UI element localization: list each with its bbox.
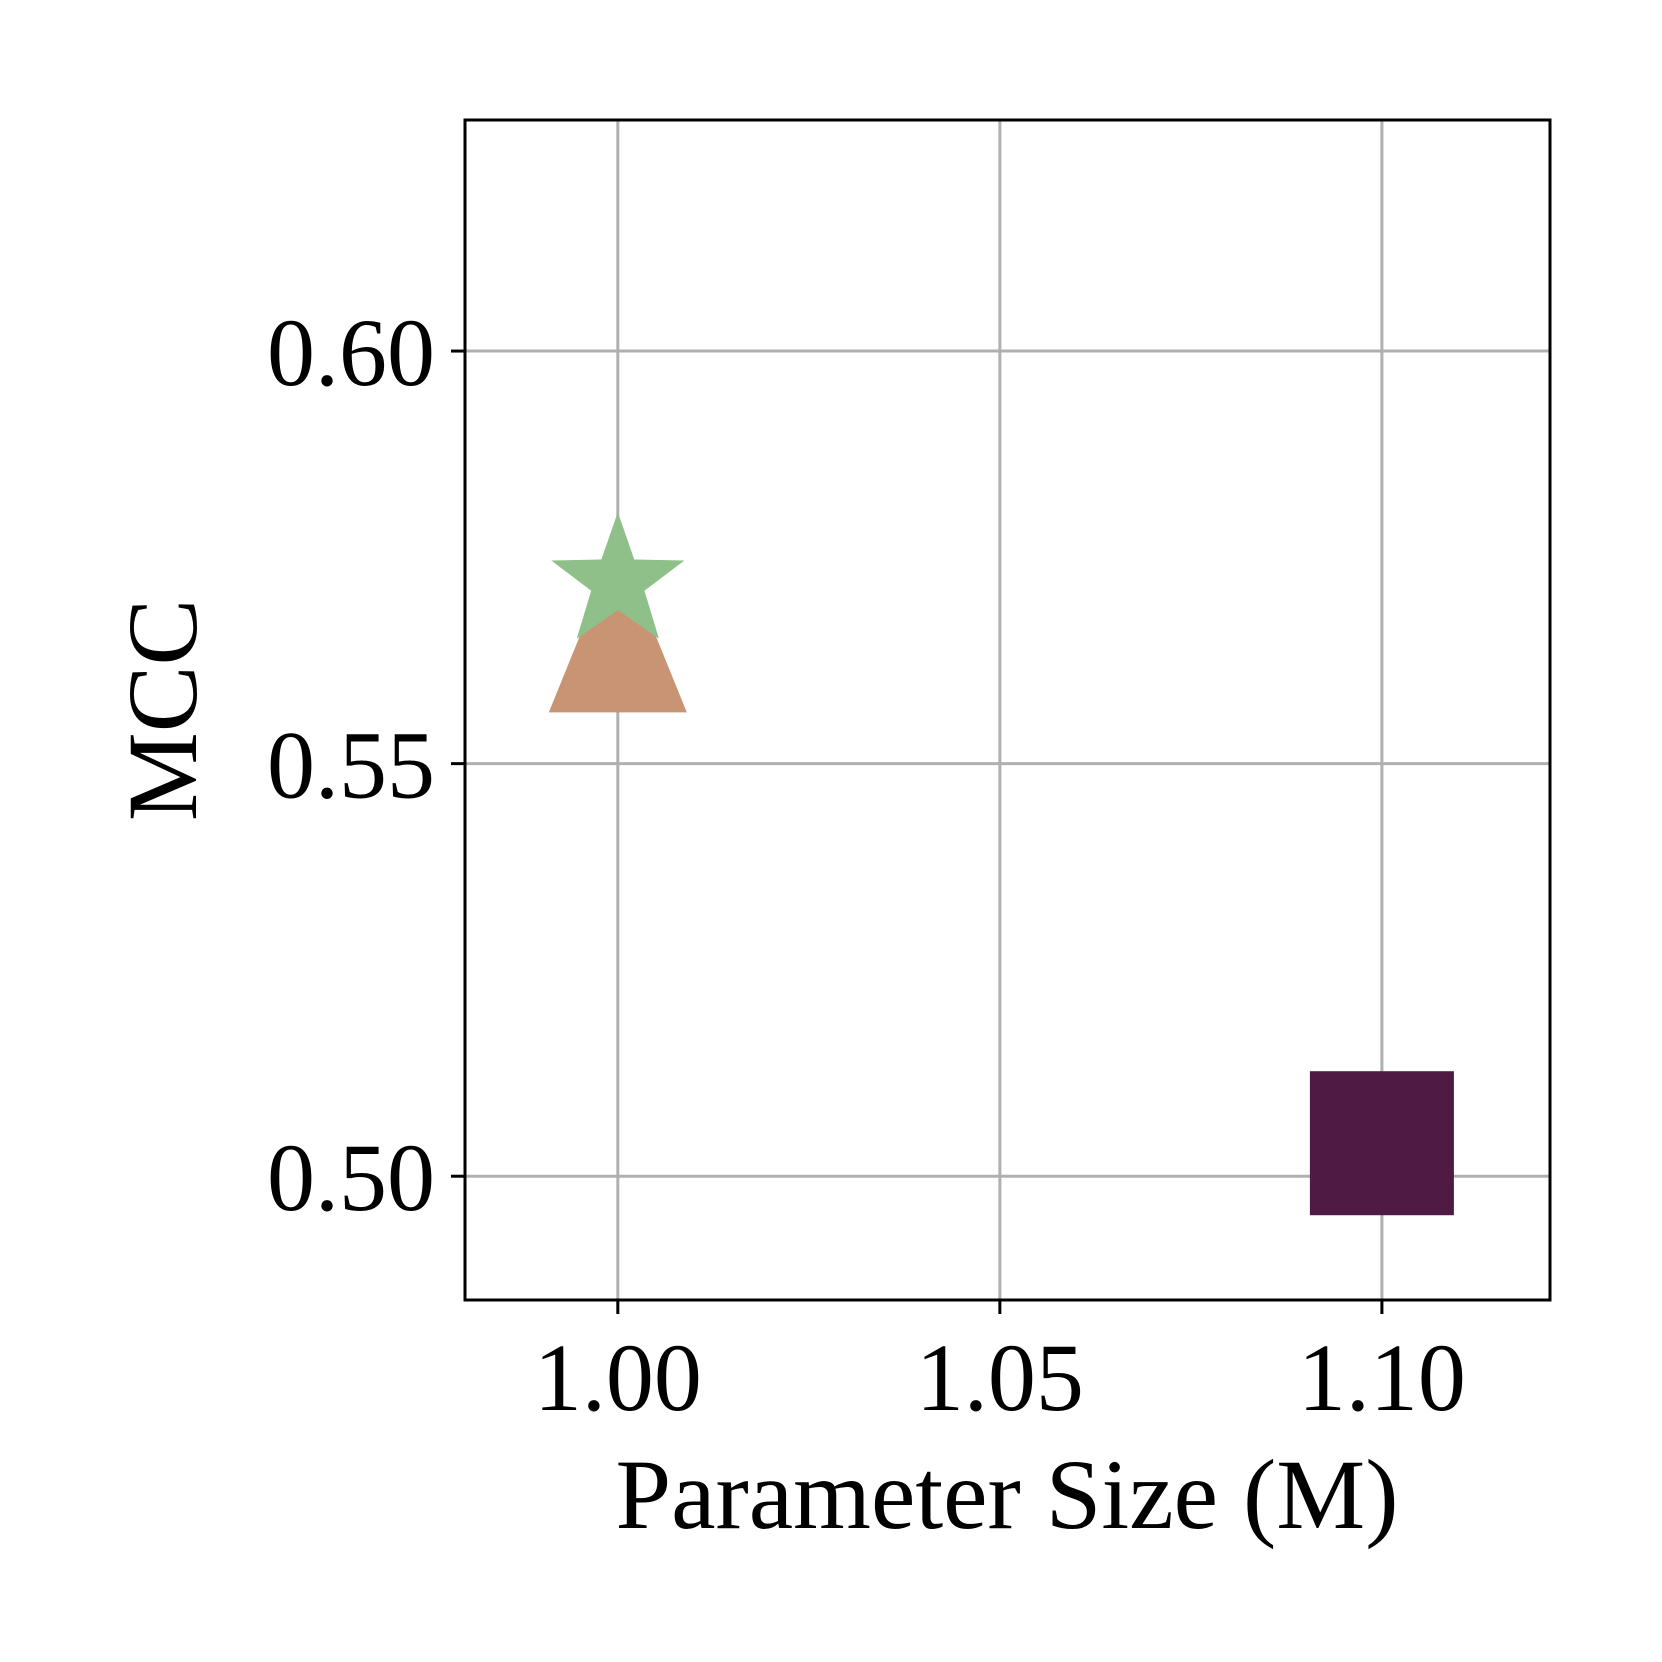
square-marker: [1309, 1071, 1454, 1216]
y-tick-label: 0.50: [267, 1124, 435, 1231]
grid: [465, 120, 1550, 1300]
x-tick-label: 1.10: [1298, 1324, 1466, 1431]
axis-ticks: 1.00 1.05 1.10 0.50 0.55 0.60: [267, 299, 1466, 1431]
plot-frame: [463, 118, 1552, 1302]
star-marker: [551, 512, 685, 639]
y-axis-label: MCC: [107, 599, 218, 821]
triangle-marker: [548, 542, 687, 713]
y-tick-label: 0.55: [267, 712, 435, 819]
y-tick-label: 0.60: [267, 299, 435, 406]
data-markers: [548, 512, 1454, 1216]
x-tick-label: 1.05: [916, 1324, 1084, 1431]
x-axis-label: Parameter Size (M): [615, 1439, 1398, 1550]
x-tick-label: 1.00: [534, 1324, 702, 1431]
